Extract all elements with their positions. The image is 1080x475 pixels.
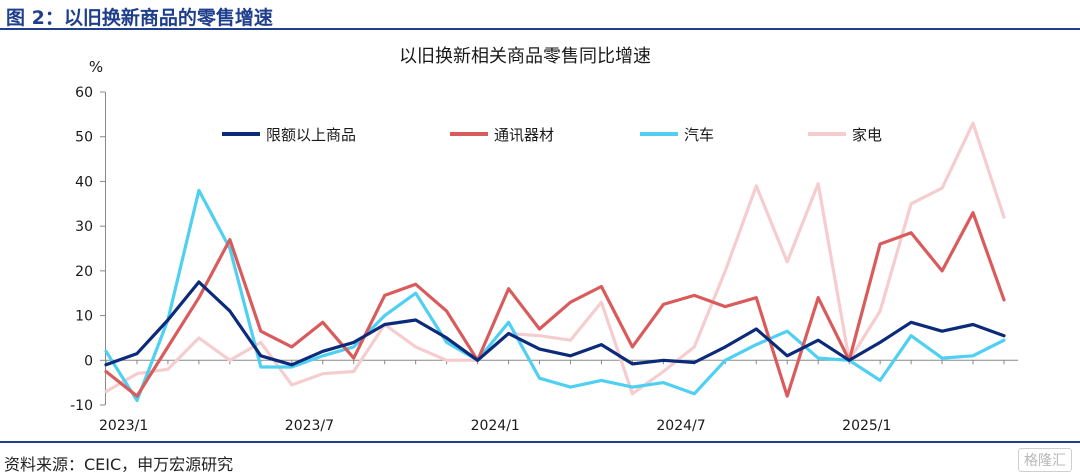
x-tick-label: 2023/1 xyxy=(99,418,148,434)
x-tick-label: 2025/1 xyxy=(842,418,891,434)
x-tick-label: 2024/7 xyxy=(656,418,705,434)
legend-item: 限额以上商品 xyxy=(222,126,356,144)
legend-item: 家电 xyxy=(808,126,882,144)
legend-item: 汽车 xyxy=(640,126,714,144)
legend-item: 通讯器材 xyxy=(450,126,554,144)
y-tick-label: 50 xyxy=(75,130,93,146)
source-note: 资料来源：CEIC，申万宏源研究 xyxy=(4,455,234,474)
series-line xyxy=(104,188,1006,403)
title-divider xyxy=(0,28,1080,30)
chart-title: 以旧换新相关商品零售同比增速 xyxy=(399,46,651,67)
legend-label: 汽车 xyxy=(684,126,714,144)
line-chart: 以旧换新相关商品零售同比增速 % -10 0 10 20 30 40 50 60 2023/1 2… xyxy=(70,46,1018,434)
y-tick-label: 40 xyxy=(75,174,93,190)
series-line xyxy=(104,280,1006,367)
figure-title: 图 2：以旧换新商品的零售增速 xyxy=(6,7,273,29)
legend-label: 家电 xyxy=(852,126,882,144)
y-axis-unit-label: % xyxy=(89,58,103,76)
legend: 限额以上商品 通讯器材 汽车 家电 xyxy=(222,126,882,144)
legend-label: 限额以上商品 xyxy=(266,126,356,144)
axes: -10 0 10 20 30 40 50 60 2023/1 2023/7 2024/1 2024/7… xyxy=(70,85,1018,434)
y-tick-label: -10 xyxy=(70,398,93,414)
footer-divider xyxy=(0,441,1080,443)
y-tick-label: 0 xyxy=(84,353,93,369)
x-tick-label: 2024/1 xyxy=(471,418,520,434)
y-tick-label: 60 xyxy=(75,85,93,101)
watermark-logo: 格隆汇 xyxy=(1018,448,1072,472)
legend-label: 通讯器材 xyxy=(494,126,554,144)
y-tick-label: 10 xyxy=(75,309,93,325)
series-line xyxy=(104,211,1006,398)
x-tick-label: 2023/7 xyxy=(285,418,334,434)
series-lines xyxy=(104,121,1006,403)
y-tick-label: 20 xyxy=(75,264,93,280)
y-tick-label: 30 xyxy=(75,219,93,235)
